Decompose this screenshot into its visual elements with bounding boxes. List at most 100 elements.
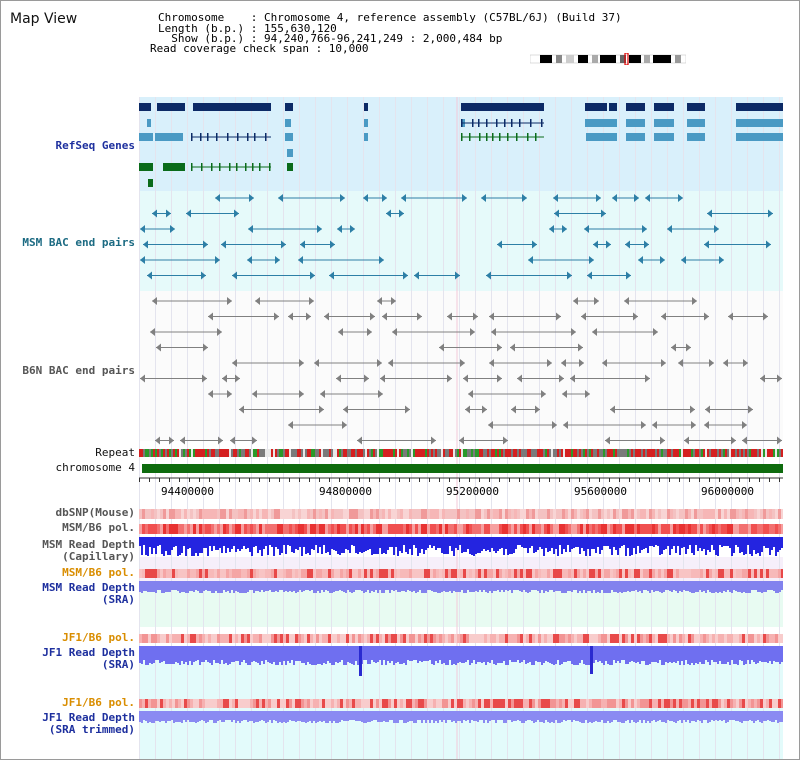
jf1-depth-trim-bar	[647, 711, 649, 721]
dbsnp-strip	[166, 509, 169, 519]
repeat-mark	[279, 449, 281, 457]
repeat-mark	[673, 449, 675, 457]
b6n-bac-pair	[602, 359, 607, 367]
b6n-bac-pair	[208, 390, 213, 398]
dbsnp-strip	[202, 509, 205, 519]
msm-b6-pol-strip-2	[217, 569, 220, 578]
jf1-b6-pol-strip	[580, 634, 583, 643]
jf1-depth-trim-bar	[417, 711, 419, 720]
repeat-mark	[207, 449, 209, 457]
genome-track-area[interactable]	[139, 97, 783, 760]
jf1-depth-sra-bar	[671, 646, 673, 663]
jf1-depth-sra-bar	[323, 646, 325, 663]
dbsnp-strip	[505, 509, 508, 519]
msm-depth-sra-bar	[259, 581, 261, 592]
msm-b6-pol-strip-2	[229, 569, 232, 578]
msm-depth-sra-bar	[585, 581, 587, 593]
jf1-depth-trim-bar	[589, 711, 591, 722]
msm-b6-pol-strip-2	[634, 569, 637, 578]
b6n-bac-pair	[463, 374, 468, 383]
jf1-depth-sra-bar	[645, 646, 647, 665]
msm-depth-capillary-bar	[443, 537, 445, 554]
msm-depth-capillary-bar	[689, 537, 691, 545]
dbsnp-strip	[742, 509, 745, 519]
repeat-mark	[327, 449, 329, 457]
msm-depth-sra-bar	[189, 581, 191, 591]
dbsnp-strip	[706, 509, 709, 519]
msm-depth-capillary-bar	[307, 537, 309, 553]
jf1-b6-pol-strip-2	[460, 699, 463, 708]
jf1-depth-trim-bar	[673, 711, 675, 722]
jf1-depth-trim-bar	[459, 711, 461, 721]
refseq-exon	[499, 133, 501, 141]
repeat-mark	[461, 449, 463, 457]
jf1-b6-pol-strip	[523, 634, 526, 643]
jf1-depth-sra-bar	[255, 646, 257, 662]
jf1-depth-trim-bar	[305, 711, 307, 723]
jf1-b6-pol-strip-2	[382, 699, 385, 708]
jf1-depth-trim-bar	[237, 711, 239, 721]
jf1-b6-pol-strip	[709, 634, 712, 643]
scale-tick-label: 96000000	[701, 485, 754, 498]
msm-depth-sra-bar	[237, 581, 239, 592]
jf1-depth-sra-bar	[749, 646, 751, 664]
dbsnp-strip	[178, 509, 181, 519]
msm-depth-sra-bar	[765, 581, 767, 592]
jf1-b6-pol-strip-2	[592, 699, 595, 708]
msm-depth-sra-bar	[251, 581, 253, 590]
jf1-depth-trim-bar	[751, 711, 753, 721]
msm-depth-capillary-bar	[697, 537, 699, 551]
repeat-mark	[555, 449, 557, 457]
jf1-b6-pol-strip	[172, 634, 175, 643]
msm-depth-capillary-bar	[755, 537, 757, 554]
dbsnp-strip	[295, 509, 298, 519]
chromosome-ideogram[interactable]	[530, 53, 686, 65]
jf1-depth-trim-bar	[155, 711, 157, 721]
track-label-b6n-bac: B6N BAC end pairs	[22, 364, 135, 377]
msm-depth-sra-bar	[727, 581, 729, 590]
msm-b6-pol-strip	[601, 524, 604, 534]
msm-depth-capillary-bar	[311, 537, 313, 549]
jf1-depth-sra-bar	[153, 646, 155, 663]
jf1-b6-pol-strip-2	[700, 699, 703, 708]
repeat-mark	[693, 449, 695, 457]
repeat-mark	[465, 449, 467, 457]
msm-b6-pol-strip-2	[580, 569, 583, 578]
jf1-depth-sra-bar	[375, 646, 377, 663]
jf1-b6-pol-strip	[397, 634, 400, 643]
msm-b6-pol-strip-2	[739, 569, 742, 578]
msm-depth-sra-bg	[139, 587, 783, 627]
b6n-bac-pair	[535, 405, 540, 414]
msm-depth-sra-bar	[627, 581, 629, 591]
msm-b6-pol-strip-2	[289, 569, 292, 578]
dbsnp-strip	[772, 509, 775, 519]
msm-depth-capillary-bar	[351, 537, 353, 545]
msm-depth-sra-bar	[455, 581, 457, 592]
dbsnp-strip	[637, 509, 640, 519]
msm-depth-capillary-bar	[173, 537, 175, 547]
msm-b6-pol-strip-2	[271, 569, 274, 578]
msm-b6-pol-strip	[241, 524, 244, 534]
jf1-b6-pol-strip-2	[583, 699, 586, 708]
msm-depth-capillary-bar	[777, 537, 779, 552]
msm-depth-sra-bar	[439, 581, 441, 593]
msm-b6-pol-strip-2	[736, 569, 739, 578]
jf1-depth-trim-bar	[503, 711, 505, 723]
jf1-b6-pol-strip-2	[196, 699, 199, 708]
msm-depth-capillary-bar	[499, 537, 501, 549]
msm-b6-pol-strip-2	[319, 569, 322, 578]
repeat-mark	[445, 449, 447, 457]
jf1-b6-pol-strip-2	[457, 699, 460, 708]
jf1-depth-sra-bar	[667, 646, 669, 663]
repeat-mark	[645, 449, 647, 457]
track-label-dbsnp: dbSNP(Mouse)	[55, 506, 135, 519]
repeat-mark	[749, 449, 751, 457]
jf1-depth-trim-bar	[293, 711, 295, 721]
msm-b6-pol-strip	[376, 524, 379, 534]
msm-depth-capillary-bar	[387, 537, 389, 550]
msm-depth-capillary-bar	[645, 537, 647, 548]
jf1-depth-sra-bar	[767, 646, 769, 663]
jf1-b6-pol-strip	[352, 634, 355, 643]
jf1-depth-trim-bar	[461, 711, 463, 723]
jf1-b6-pol-strip-2	[505, 699, 508, 708]
